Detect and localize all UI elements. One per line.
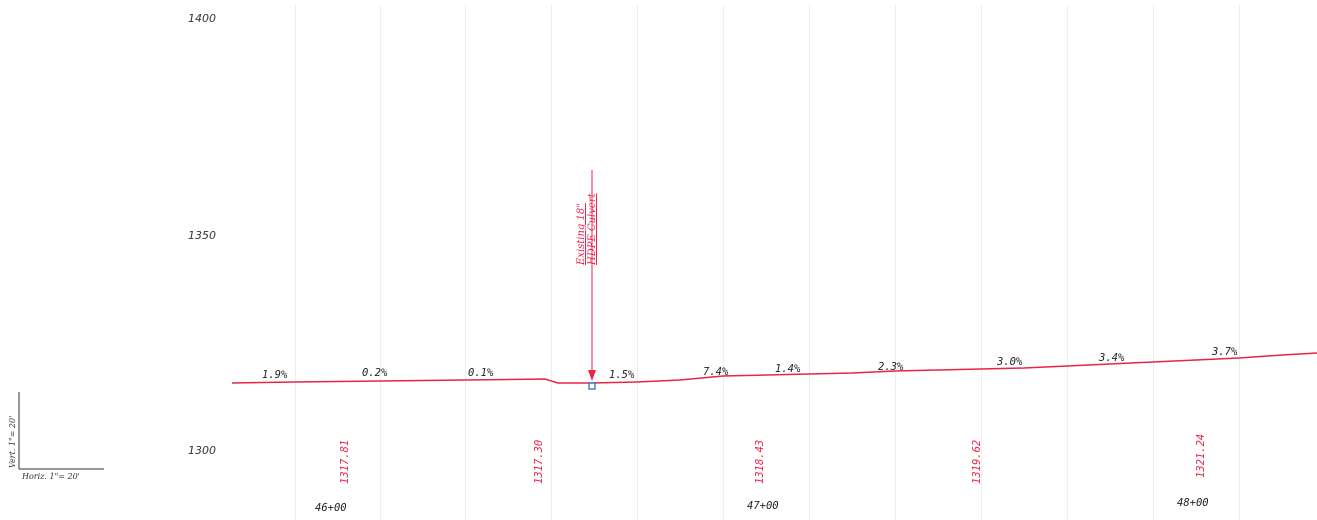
culvert-label-line1: Existing 18" xyxy=(576,203,587,265)
culvert-marker xyxy=(588,382,596,390)
grade-label: 1.5% xyxy=(609,369,635,381)
point-elevation: 1318.43 xyxy=(754,439,766,484)
culvert-arrowhead xyxy=(588,370,596,381)
point-elevation: 1317.30 xyxy=(533,439,545,484)
grade-label: 1.4% xyxy=(775,363,801,375)
grid-line xyxy=(895,5,896,520)
grid-line xyxy=(981,5,982,520)
grid-line xyxy=(1067,5,1068,520)
grade-label: 0.1% xyxy=(468,367,494,379)
grid-line xyxy=(1153,5,1154,520)
elevation-label-1350: 1350 xyxy=(188,229,216,242)
station-label: 46+00 xyxy=(315,502,347,514)
culvert-label-line2: HDPE Culvert xyxy=(587,193,598,265)
grid-line xyxy=(1239,5,1240,520)
grid-line xyxy=(809,5,810,520)
point-elevation: 1317.81 xyxy=(339,439,351,484)
grid-line xyxy=(723,5,724,520)
elevation-label-1300: 1300 xyxy=(188,444,216,457)
vertical-scale-label: Vert. 1"= 20' xyxy=(8,415,17,468)
culvert-label: Existing 18" HDPE Culvert xyxy=(576,193,598,265)
grade-label: 3.0% xyxy=(997,356,1023,368)
grid-line xyxy=(637,5,638,520)
grid-line xyxy=(465,5,466,520)
grade-label: 3.4% xyxy=(1099,352,1125,364)
station-label: 48+00 xyxy=(1177,497,1209,509)
grade-label: 0.2% xyxy=(362,367,388,379)
elevation-label-1400: 1400 xyxy=(188,12,216,25)
station-label: 47+00 xyxy=(747,500,779,512)
point-elevation: 1319.62 xyxy=(971,439,983,484)
existing-ground-profile-line xyxy=(231,352,1317,384)
grade-label: 7.4% xyxy=(703,366,729,378)
grade-label: 1.9% xyxy=(262,369,288,381)
grade-label: 2.3% xyxy=(878,361,904,373)
grid-line xyxy=(551,5,552,520)
grid-line xyxy=(295,5,296,520)
horizontal-scale-label: Horiz. 1"= 20' xyxy=(22,472,80,481)
grid-line xyxy=(380,5,381,520)
grade-label: 3.7% xyxy=(1212,346,1238,358)
point-elevation: 1321.24 xyxy=(1195,433,1207,478)
